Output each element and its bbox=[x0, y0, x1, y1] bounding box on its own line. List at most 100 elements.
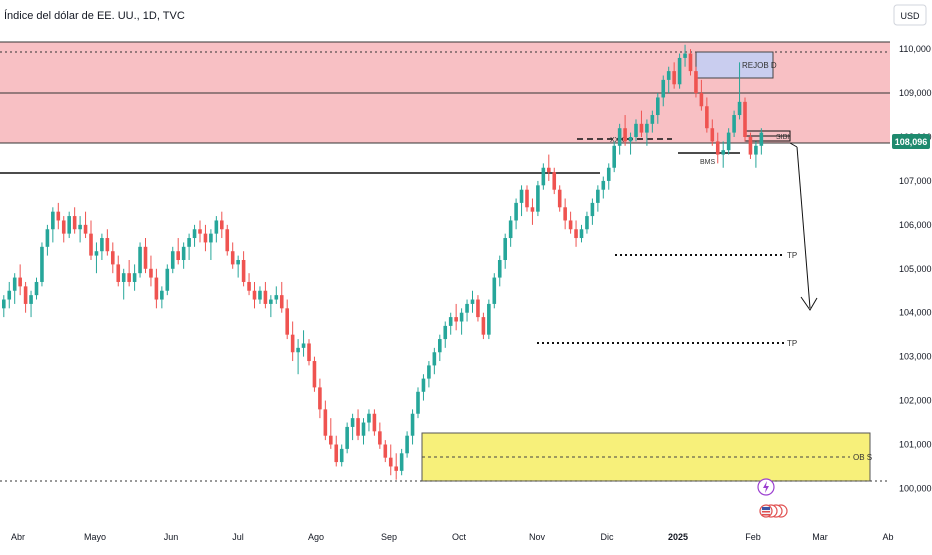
candle-5 bbox=[29, 290, 33, 318]
currency-label: USD bbox=[900, 11, 920, 21]
candle-137 bbox=[748, 132, 753, 159]
candle-118 bbox=[645, 119, 649, 146]
candle-34 bbox=[187, 233, 191, 260]
candle-77 bbox=[421, 374, 426, 401]
candle-85 bbox=[465, 299, 469, 322]
candle-1 bbox=[7, 281, 12, 309]
candle-86 bbox=[470, 290, 475, 313]
time-axis[interactable]: Abr Mayo Jun Jul Ago Sep Oct Nov Dic 2025 Feb Mar Ab bbox=[11, 532, 894, 542]
time-tick-label: 2025 bbox=[668, 532, 688, 542]
candle-90 bbox=[492, 273, 497, 309]
candle-95 bbox=[519, 185, 524, 217]
candle-12 bbox=[67, 211, 71, 239]
candle-72 bbox=[394, 453, 398, 480]
candle-49 bbox=[269, 295, 273, 318]
candle-133 bbox=[726, 128, 731, 155]
candle-8 bbox=[45, 224, 50, 256]
time-tick-label: Ago bbox=[308, 532, 324, 542]
candle-4 bbox=[23, 281, 28, 313]
candle-70 bbox=[383, 440, 388, 463]
time-tick-label: Mar bbox=[812, 532, 828, 542]
candle-39 bbox=[214, 216, 219, 243]
chart-title: Índice del dólar de EE. UU., 1D, TVC bbox=[4, 9, 185, 22]
currency-button[interactable] bbox=[893, 4, 927, 26]
candle-9 bbox=[51, 207, 55, 243]
time-tick-label: Nov bbox=[529, 532, 546, 542]
price-tick-label: 106,000 bbox=[899, 220, 932, 230]
candle-128 bbox=[699, 79, 704, 111]
candle-58 bbox=[318, 378, 322, 419]
tp1-label: TP bbox=[787, 251, 797, 260]
candle-62 bbox=[339, 444, 344, 467]
candle-88 bbox=[481, 312, 486, 340]
candle-99 bbox=[541, 163, 546, 190]
candle-123 bbox=[672, 62, 676, 89]
candle-102 bbox=[557, 185, 562, 212]
candle-111 bbox=[606, 163, 611, 190]
candle-92 bbox=[503, 233, 507, 269]
candle-104 bbox=[568, 211, 573, 234]
price-axis[interactable]: 110,000109,000108,000107,000106,000105,0… bbox=[899, 44, 932, 493]
candle-29 bbox=[160, 286, 164, 309]
candle-78 bbox=[427, 361, 431, 388]
candle-41 bbox=[225, 224, 230, 256]
candle-105 bbox=[574, 220, 578, 247]
candle-64 bbox=[350, 413, 355, 441]
candle-125 bbox=[683, 44, 687, 67]
candles bbox=[2, 44, 764, 480]
candle-83 bbox=[454, 303, 458, 331]
price-tick-label: 105,000 bbox=[899, 264, 932, 274]
candle-53 bbox=[290, 321, 295, 362]
candle-24 bbox=[132, 264, 137, 291]
candle-69 bbox=[378, 422, 382, 449]
candle-14 bbox=[78, 216, 82, 243]
time-tick-label: Ab bbox=[882, 532, 893, 542]
current-price-label: 108,096 bbox=[895, 137, 928, 147]
price-tick-label: 104,000 bbox=[899, 308, 932, 318]
candle-93 bbox=[508, 216, 513, 247]
price-tick-label: 101,000 bbox=[899, 440, 932, 450]
candle-7 bbox=[40, 242, 44, 287]
candle-139 bbox=[759, 128, 764, 155]
candle-124 bbox=[677, 53, 682, 89]
candle-121 bbox=[661, 75, 666, 107]
candle-61 bbox=[334, 435, 339, 467]
candle-15 bbox=[83, 211, 88, 239]
candle-79 bbox=[432, 347, 437, 375]
candle-63 bbox=[345, 422, 349, 454]
candle-11 bbox=[61, 216, 66, 243]
candle-126 bbox=[688, 49, 693, 76]
price-tick-label: 110,000 bbox=[899, 44, 931, 54]
candle-103 bbox=[563, 198, 567, 230]
bms-label: BMS bbox=[700, 159, 716, 166]
candle-98 bbox=[536, 180, 540, 217]
us-flag-events-icon[interactable] bbox=[759, 504, 788, 518]
projection-arrow bbox=[796, 146, 811, 309]
candle-68 bbox=[372, 409, 377, 436]
candle-135 bbox=[737, 62, 742, 120]
candle-132 bbox=[721, 141, 725, 168]
candle-43 bbox=[236, 255, 240, 278]
candle-38 bbox=[209, 229, 213, 260]
time-tick-label: Jun bbox=[164, 532, 179, 542]
candle-134 bbox=[732, 110, 736, 137]
candle-112 bbox=[612, 141, 616, 173]
candle-109 bbox=[596, 185, 600, 212]
candle-60 bbox=[329, 418, 333, 449]
price-tick-label: 107,000 bbox=[899, 176, 932, 186]
candle-52 bbox=[285, 299, 289, 340]
candle-114 bbox=[623, 115, 627, 146]
candle-13 bbox=[72, 207, 77, 234]
candle-119 bbox=[650, 110, 655, 133]
candle-110 bbox=[601, 176, 606, 199]
candle-51 bbox=[279, 281, 284, 313]
candle-27 bbox=[149, 255, 153, 287]
candle-56 bbox=[307, 339, 311, 366]
tp2-label: TP bbox=[787, 339, 797, 348]
candle-75 bbox=[410, 409, 415, 445]
time-tick-label: Oct bbox=[452, 532, 467, 542]
time-tick-label: Feb bbox=[745, 532, 761, 542]
candle-116 bbox=[634, 119, 638, 142]
